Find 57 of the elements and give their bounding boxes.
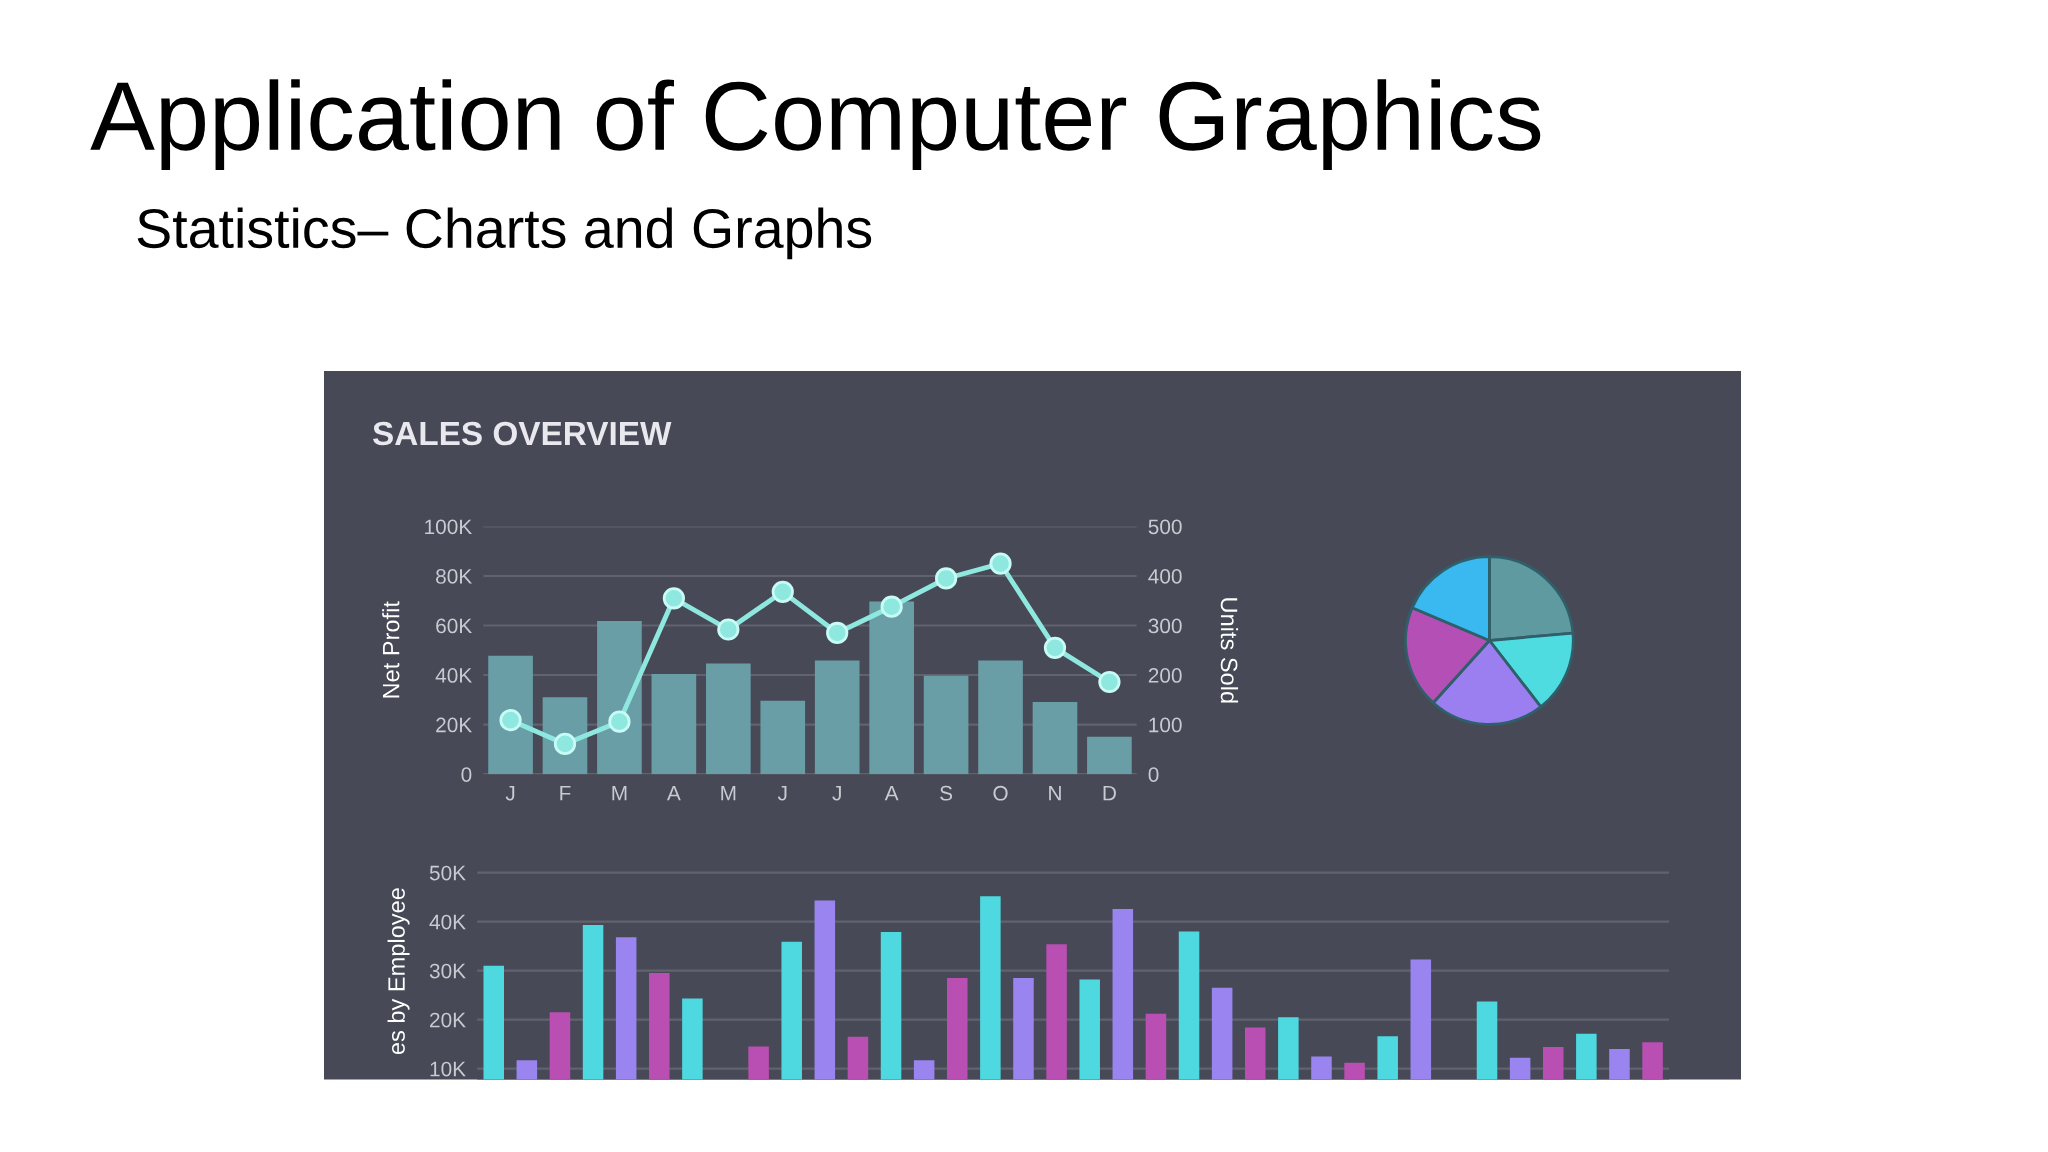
y-axis-title: Net Profit — [382, 601, 400, 698]
y2-tick-label: 0 — [1148, 767, 1159, 782]
x-tick-label: O — [993, 785, 1008, 801]
point — [662, 587, 685, 610]
x-tick-label: D — [1103, 786, 1116, 801]
point — [1098, 670, 1121, 694]
y2-tick-label: 300 — [1148, 618, 1182, 634]
y-tick-label: 0 — [461, 767, 472, 782]
x-tick-label: F — [560, 786, 571, 801]
bar — [869, 601, 914, 775]
point — [826, 621, 849, 645]
bar — [651, 674, 697, 775]
point — [880, 595, 903, 618]
y-axis-title: es by Employee — [387, 888, 410, 1055]
bar — [1087, 736, 1132, 775]
point — [608, 710, 631, 733]
bar — [1032, 702, 1078, 775]
bar — [706, 663, 751, 775]
text: SALES OVERVIEW — [372, 421, 672, 446]
x-tick-label: M — [721, 786, 736, 801]
y2-tick-label: 500 — [1148, 519, 1182, 535]
y-tick-label: 80K — [436, 569, 472, 584]
point — [717, 618, 740, 641]
bar — [760, 700, 806, 775]
x-tick-label: M — [612, 786, 627, 801]
bar — [978, 660, 1023, 775]
bar — [488, 655, 533, 775]
y-tick-label: 10K — [430, 1061, 466, 1077]
point — [934, 567, 958, 590]
y-tick-label: 20K — [436, 717, 472, 733]
bar — [814, 660, 860, 775]
y2-axis-title: Units Sold — [1220, 598, 1239, 703]
x-tick-label: A — [666, 786, 681, 801]
x-tick-label: J — [777, 786, 787, 801]
point — [771, 580, 794, 603]
y-tick-label: 60K — [436, 618, 472, 634]
y2-tick-label: 100 — [1149, 717, 1182, 733]
bar — [923, 675, 969, 775]
y-tick-label: 50K — [429, 865, 466, 881]
y-tick-label: 20K — [430, 1012, 466, 1028]
x-tick-label: J — [505, 786, 515, 801]
y2-tick-label: 200 — [1148, 668, 1182, 683]
y-tick-label: 40K — [435, 668, 472, 683]
x-tick-label: S — [940, 785, 953, 801]
y-tick-label: 40K — [429, 914, 466, 930]
bar — [597, 621, 642, 775]
chart-title: Application of Computer Graphics — [90, 79, 1541, 170]
point — [1043, 636, 1067, 659]
y2-tick-label: 400 — [1148, 569, 1182, 584]
x-tick-label: A — [884, 786, 899, 801]
y-tick-label: 100K — [425, 519, 472, 535]
point — [499, 709, 522, 732]
chart-subtitle: Statistics– Charts and Graphs — [137, 207, 872, 260]
x-tick-label: N — [1049, 786, 1061, 801]
y-tick-label: 30K — [429, 963, 466, 979]
point — [989, 552, 1012, 575]
x-tick-label: J — [832, 786, 841, 801]
